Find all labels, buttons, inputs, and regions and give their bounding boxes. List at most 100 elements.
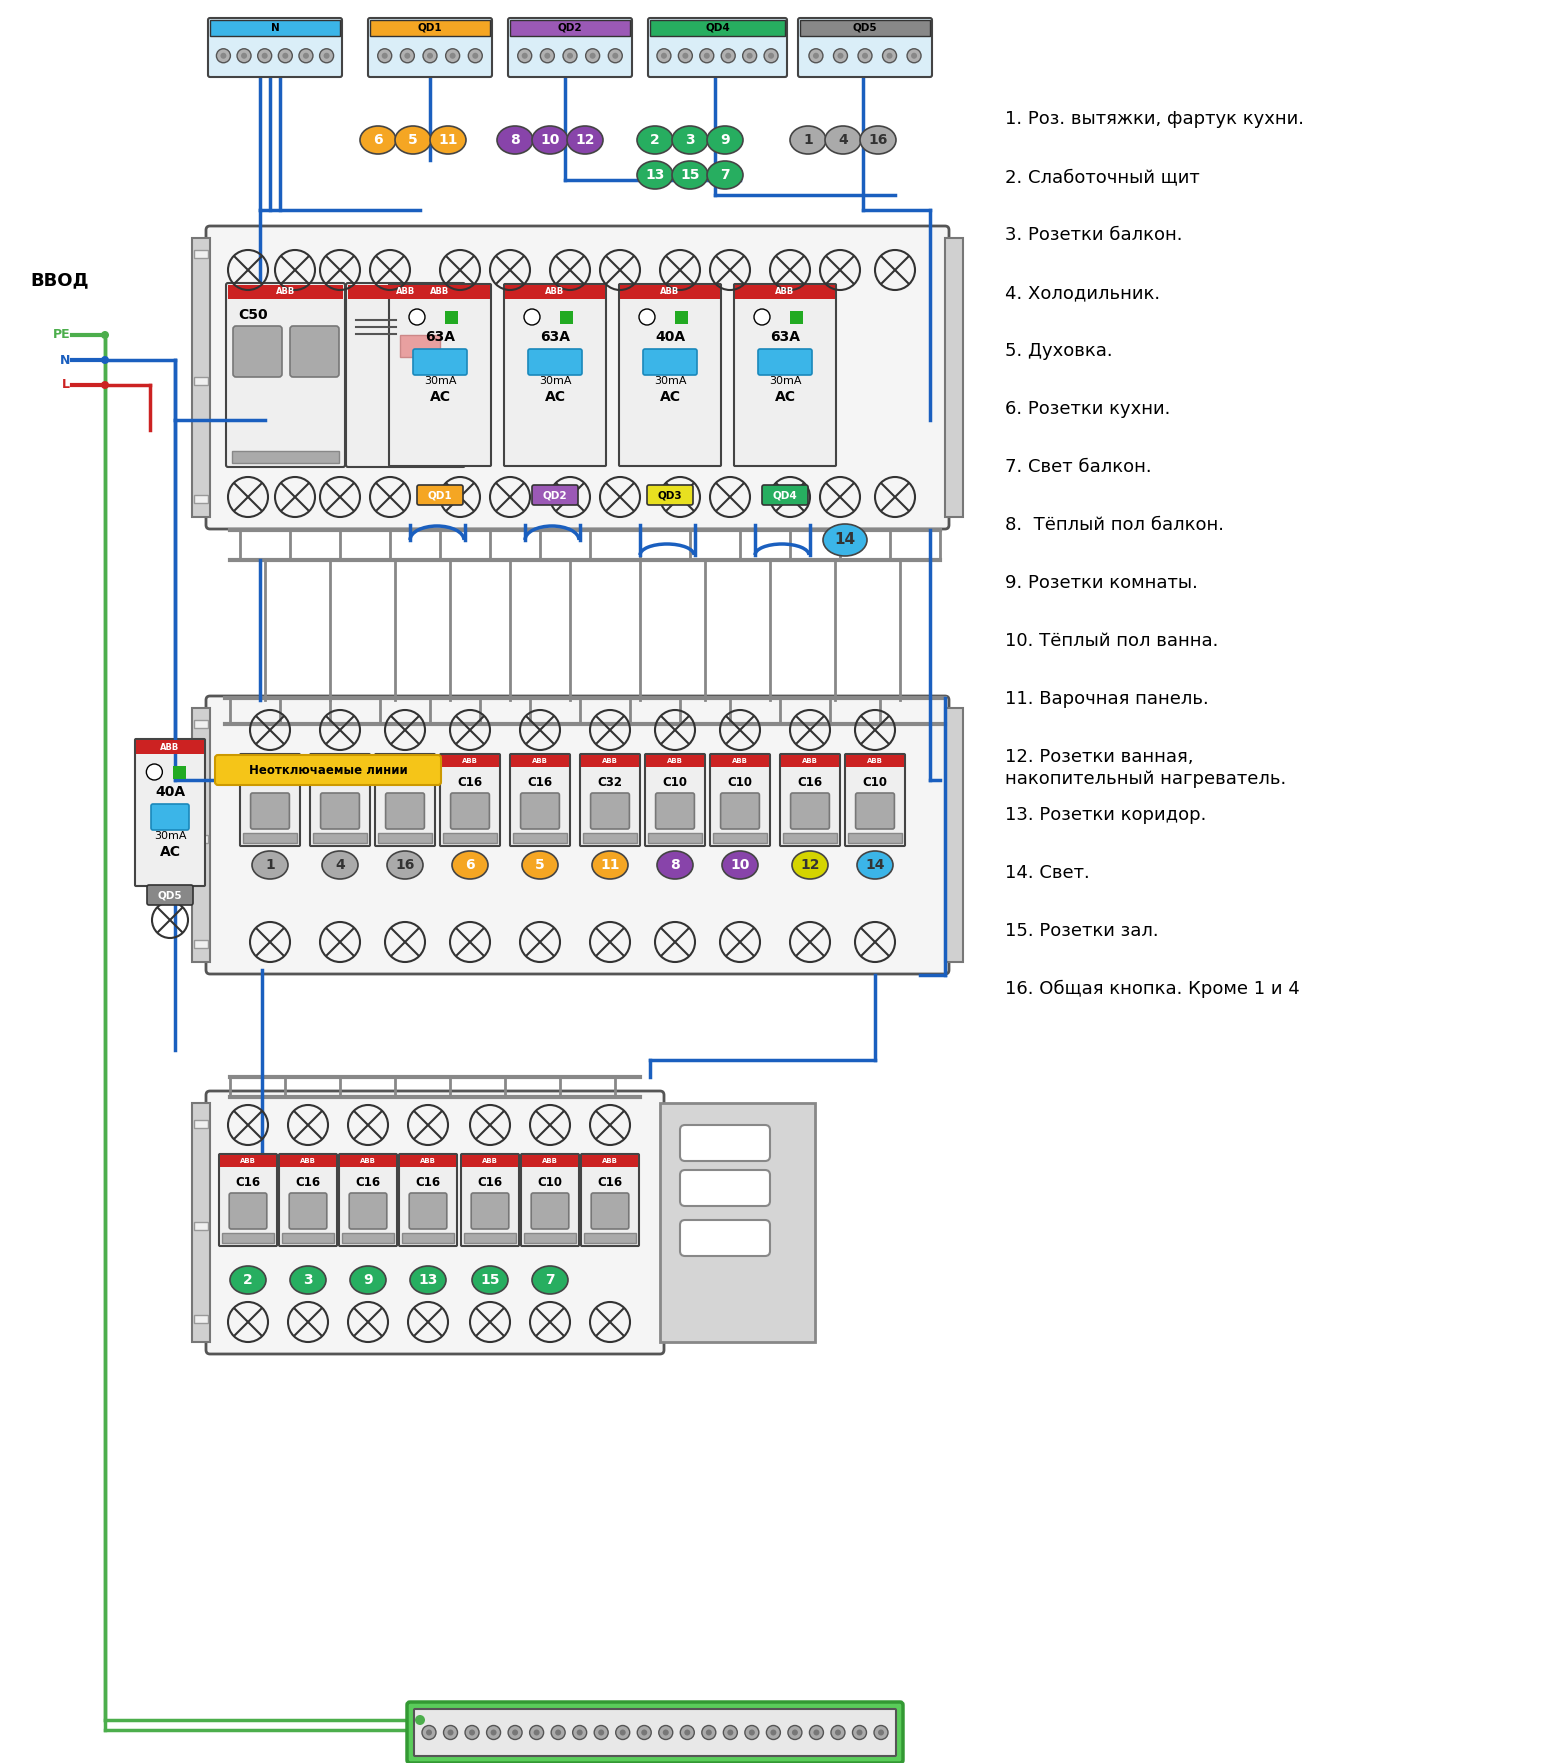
Text: ABB: ABB — [396, 758, 414, 763]
Text: ABB: ABB — [802, 758, 818, 763]
Text: ABB: ABB — [160, 742, 180, 751]
Text: QD1: QD1 — [428, 490, 453, 501]
Bar — [400, 1155, 456, 1167]
Circle shape — [572, 1726, 586, 1740]
Bar — [310, 755, 368, 767]
Circle shape — [704, 53, 710, 58]
Text: 8: 8 — [671, 859, 680, 873]
Text: ABB: ABB — [533, 758, 548, 763]
Circle shape — [746, 53, 752, 58]
Bar — [583, 832, 638, 843]
FancyBboxPatch shape — [400, 1155, 458, 1246]
Circle shape — [465, 1726, 480, 1740]
Bar — [675, 310, 688, 324]
FancyBboxPatch shape — [533, 485, 578, 504]
Text: L: L — [63, 379, 71, 391]
Bar — [522, 1155, 578, 1167]
FancyBboxPatch shape — [150, 804, 190, 830]
Circle shape — [378, 49, 392, 63]
Bar — [559, 310, 574, 324]
FancyBboxPatch shape — [409, 1194, 447, 1229]
Circle shape — [874, 1726, 888, 1740]
Bar — [342, 1232, 393, 1243]
Circle shape — [726, 53, 732, 58]
Circle shape — [831, 1726, 845, 1740]
Text: 5: 5 — [407, 132, 418, 146]
Circle shape — [508, 1726, 522, 1740]
Circle shape — [472, 53, 478, 58]
Bar — [440, 755, 498, 767]
Text: 7: 7 — [721, 167, 730, 182]
FancyBboxPatch shape — [279, 1155, 337, 1246]
Bar — [194, 1315, 208, 1322]
Circle shape — [907, 49, 921, 63]
Circle shape — [721, 49, 735, 63]
Text: 1. Роз. вытяжки, фартук кухни.: 1. Роз. вытяжки, фартук кухни. — [1004, 109, 1304, 129]
Text: ABB: ABB — [431, 287, 450, 296]
FancyBboxPatch shape — [508, 18, 632, 78]
Circle shape — [100, 356, 110, 363]
FancyBboxPatch shape — [680, 1125, 769, 1162]
FancyBboxPatch shape — [798, 18, 932, 78]
Text: 1: 1 — [265, 859, 274, 873]
Text: ABB: ABB — [299, 1158, 317, 1164]
Text: C16: C16 — [328, 776, 353, 790]
Circle shape — [658, 1726, 672, 1740]
Ellipse shape — [252, 852, 288, 880]
Text: ABB: ABB — [420, 1158, 436, 1164]
Bar — [194, 1120, 208, 1128]
Circle shape — [657, 49, 671, 63]
Circle shape — [859, 49, 871, 63]
Text: 6. Розетки кухни.: 6. Розетки кухни. — [1004, 400, 1171, 418]
Circle shape — [302, 53, 309, 58]
FancyBboxPatch shape — [680, 1220, 769, 1255]
FancyBboxPatch shape — [321, 793, 359, 829]
Text: AC: AC — [774, 390, 796, 404]
Circle shape — [517, 49, 531, 63]
Circle shape — [616, 1726, 630, 1740]
Bar — [370, 19, 490, 35]
Ellipse shape — [791, 852, 827, 880]
Bar — [505, 286, 605, 300]
FancyBboxPatch shape — [461, 1155, 519, 1246]
Ellipse shape — [451, 852, 487, 880]
Text: C10: C10 — [862, 776, 887, 790]
Circle shape — [837, 53, 843, 58]
FancyBboxPatch shape — [528, 349, 581, 376]
Circle shape — [835, 1730, 841, 1735]
FancyBboxPatch shape — [229, 1194, 266, 1229]
Circle shape — [788, 1726, 802, 1740]
FancyBboxPatch shape — [135, 739, 205, 887]
Bar — [194, 1222, 208, 1231]
Bar — [194, 377, 208, 384]
Text: AC: AC — [660, 390, 680, 404]
Circle shape — [409, 309, 425, 324]
Circle shape — [534, 1730, 539, 1735]
FancyBboxPatch shape — [520, 793, 559, 829]
Bar — [511, 755, 569, 767]
Bar — [621, 286, 719, 300]
Bar — [780, 755, 838, 767]
Bar — [194, 719, 208, 728]
Circle shape — [887, 53, 893, 58]
Bar — [232, 451, 338, 464]
FancyBboxPatch shape — [205, 1091, 664, 1354]
Text: ABB: ABB — [545, 287, 564, 296]
Circle shape — [450, 53, 456, 58]
Text: 13: 13 — [418, 1273, 437, 1287]
Circle shape — [639, 309, 655, 324]
FancyBboxPatch shape — [349, 1194, 387, 1229]
Circle shape — [100, 331, 110, 338]
Ellipse shape — [790, 125, 826, 153]
Ellipse shape — [707, 125, 743, 153]
Bar — [241, 755, 299, 767]
Bar — [243, 832, 298, 843]
Circle shape — [469, 1730, 475, 1735]
Text: ABB: ABB — [462, 758, 478, 763]
Bar — [193, 238, 210, 517]
Bar — [376, 755, 434, 767]
Ellipse shape — [395, 125, 431, 153]
Text: QD5: QD5 — [852, 23, 878, 33]
Text: 30mA: 30mA — [653, 376, 686, 386]
Text: 30mA: 30mA — [423, 376, 456, 386]
